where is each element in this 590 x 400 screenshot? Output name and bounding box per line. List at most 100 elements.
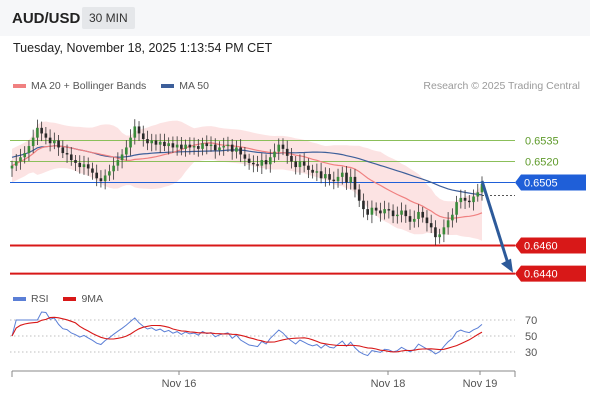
candle-body	[48, 137, 52, 144]
forecast-arrow-shaft	[480, 180, 510, 265]
candle-body	[103, 175, 107, 182]
candle-body	[366, 209, 369, 215]
x-tick-label-2: Nov 19	[463, 378, 498, 390]
candle-body	[99, 178, 103, 182]
candle-body	[396, 214, 399, 217]
timestamp: Tuesday, November 18, 2025 1:13:54 PM CE…	[13, 41, 273, 55]
candle-body	[374, 207, 378, 211]
ma20-line	[11, 142, 483, 219]
candle-body	[235, 147, 238, 152]
candle-body	[408, 216, 412, 222]
moving-averages	[11, 142, 483, 219]
candle-body	[467, 200, 471, 203]
candle-body	[383, 209, 386, 214]
candle-body	[209, 144, 213, 147]
candle-body	[158, 141, 162, 145]
bollinger-band-fill	[12, 120, 482, 241]
candle-body	[480, 183, 484, 193]
level-label-support-4: 0.6440	[524, 269, 558, 281]
header-bar: AUD/USD 30 MIN	[0, 0, 590, 36]
candle-body	[226, 144, 230, 147]
candle-body	[281, 144, 285, 149]
candle-body	[239, 147, 242, 155]
candle-body	[86, 164, 90, 169]
candle-body	[53, 140, 56, 144]
candle-body	[10, 165, 14, 169]
candle-body	[387, 209, 391, 211]
candle-body	[332, 179, 336, 182]
candle-body	[163, 141, 166, 147]
candle-body	[252, 162, 255, 165]
rsi-9ma-swatch	[63, 297, 77, 302]
candle-body	[141, 133, 145, 140]
candle-body	[247, 158, 251, 163]
candle-body	[196, 146, 200, 149]
legend-label-rsi: RSI	[31, 293, 49, 305]
candle-body	[184, 144, 187, 149]
candle-body	[357, 189, 361, 201]
candle-body	[108, 171, 111, 176]
candle-body	[171, 143, 175, 148]
level-tag-support-4	[515, 265, 586, 282]
candle-body	[336, 176, 340, 182]
candle-body	[23, 153, 27, 158]
candle-body	[324, 174, 327, 179]
rsi-legend: RSI 9MA	[13, 293, 103, 305]
x-tick-label-1: Nov 18	[371, 378, 406, 390]
candle-body	[243, 154, 247, 159]
candle-body	[31, 137, 35, 147]
candle-body	[205, 143, 209, 147]
candle-body	[36, 127, 39, 138]
candle-body	[345, 172, 348, 183]
candle-body	[311, 169, 314, 173]
candle-body	[44, 133, 48, 138]
candle-body	[277, 144, 281, 152]
candle-body	[222, 146, 226, 148]
candle-body	[264, 160, 268, 165]
candle-body	[472, 196, 475, 203]
candle-body	[362, 200, 365, 210]
level-label-resistance-1: 0.6520	[525, 156, 559, 168]
candle-body	[438, 234, 441, 238]
candle-body	[260, 160, 264, 166]
candle-body	[319, 171, 323, 179]
legend-label-ma20: MA 20 + Bollinger Bands	[31, 80, 147, 92]
candle-body	[421, 211, 425, 218]
candle-body	[285, 148, 289, 156]
legend-item-9ma: 9MA	[63, 293, 103, 305]
candle-body	[120, 154, 124, 161]
candle-body	[463, 197, 467, 201]
candle-body	[446, 220, 450, 228]
x-axis: Nov 16 Nov 18 Nov 19	[11, 370, 516, 390]
candle-body	[27, 146, 31, 154]
candle-body	[82, 164, 86, 168]
rsi-tick-70: 70	[525, 315, 537, 327]
candle-body	[112, 165, 115, 172]
candle-body	[417, 211, 420, 219]
candle-body	[268, 157, 272, 165]
candle-body	[133, 126, 137, 138]
legend-item-ma20: MA 20 + Bollinger Bands	[13, 80, 146, 92]
legend-label-9ma: 9MA	[81, 293, 104, 305]
ma20-swatch	[13, 84, 26, 89]
candle-body	[425, 217, 429, 224]
level-tag-current-2	[515, 174, 586, 191]
candle-body	[65, 153, 69, 155]
level-label-resistance-0: 0.6535	[525, 135, 559, 147]
rsi-tick-50: 50	[525, 331, 537, 343]
candle-body	[307, 165, 310, 170]
rsi-tick-30: 30	[525, 347, 537, 359]
timeframe-button[interactable]: 30 MIN	[82, 7, 135, 29]
candle-body	[412, 218, 416, 222]
level-tag-support-3	[515, 237, 586, 254]
candle-body	[429, 223, 433, 228]
candle-body	[78, 162, 82, 168]
candle-body	[116, 160, 120, 166]
symbol-title: AUD/USD	[12, 10, 81, 27]
candle-body	[459, 197, 463, 203]
candle-body	[57, 140, 60, 148]
candle-body	[201, 143, 204, 149]
candle-body	[180, 144, 183, 149]
